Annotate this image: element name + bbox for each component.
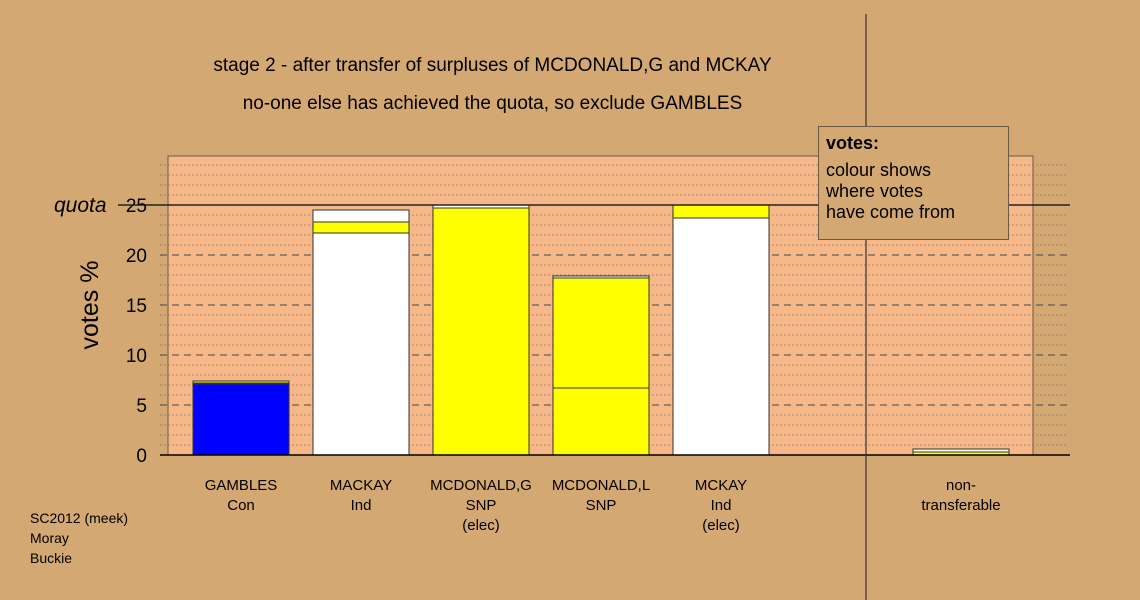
bar-segment xyxy=(672,204,770,219)
quota-label: quota xyxy=(54,194,107,217)
x-tick-label: MCDONALD,L SNP xyxy=(531,476,671,516)
legend-line: have come from xyxy=(826,202,956,222)
chart-title: stage 2 - after transfer of surpluses of… xyxy=(213,55,772,76)
bar-segment xyxy=(552,277,650,389)
x-tick-label-line: MCDONALD,G xyxy=(430,477,532,494)
y-tick-label: 25 xyxy=(126,196,147,217)
x-tick-label-line: MACKAY xyxy=(329,477,393,494)
x-tick-label-line: SNP xyxy=(465,497,497,514)
y-tick-label: 20 xyxy=(126,246,147,267)
x-tick-label: MCDONALD,G SNP (elec) xyxy=(411,476,551,536)
x-tick-label: non-transferable xyxy=(891,476,1031,516)
x-tick-label-line: non- xyxy=(945,477,977,494)
y-tick-label: 5 xyxy=(136,396,147,417)
bar-segment xyxy=(432,207,530,456)
y-axis-label: votes % xyxy=(76,261,104,350)
y-tick-label: 15 xyxy=(126,296,147,317)
x-tick-label-line: SNP xyxy=(585,497,617,514)
x-tick-label-line: Ind xyxy=(710,497,732,514)
x-tick-label: MACKAY Ind xyxy=(291,476,431,516)
x-tick-label: GAMBLES Con xyxy=(171,476,311,516)
x-tick-label: MCKAY Ind (elec) xyxy=(651,476,791,536)
bar-segment xyxy=(312,232,410,456)
x-tick-label-line: Con xyxy=(227,497,255,514)
source-line: SC2012 (meek) xyxy=(30,510,129,526)
chart-subtitle: no-one else has achieved the quota, so e… xyxy=(242,93,743,114)
legend-title: votes: xyxy=(826,133,880,153)
y-tick-label: 10 xyxy=(126,346,147,367)
x-tick-label-line: (elec) xyxy=(702,517,740,534)
bar-segment xyxy=(552,275,650,279)
bar-segment xyxy=(192,383,290,456)
x-tick-label-line: MCDONALD,L xyxy=(551,477,651,494)
legend-line: where votes xyxy=(826,181,924,201)
x-tick-label-line: Ind xyxy=(350,497,372,514)
x-tick-label-line: (elec) xyxy=(462,517,500,534)
bar-segment xyxy=(552,387,650,456)
bar-segment xyxy=(912,448,1010,453)
x-tick-label-line: transferable xyxy=(921,497,1001,514)
x-tick-label-line: GAMBLES xyxy=(204,477,278,494)
bar-segment xyxy=(192,380,290,384)
source-note: SC2012 (meek) Moray Buckie xyxy=(30,508,128,568)
bar-segment xyxy=(312,209,410,223)
bar-segment xyxy=(672,217,770,456)
source-line: Moray xyxy=(30,530,69,546)
source-line: Buckie xyxy=(30,550,73,566)
y-tick-label: 0 xyxy=(136,446,147,467)
legend: votes: colour shows where votes have com… xyxy=(818,126,1009,240)
bar-segment xyxy=(312,221,410,234)
x-tick-label-line: MCKAY xyxy=(694,477,748,494)
legend-line: colour shows xyxy=(826,160,932,180)
